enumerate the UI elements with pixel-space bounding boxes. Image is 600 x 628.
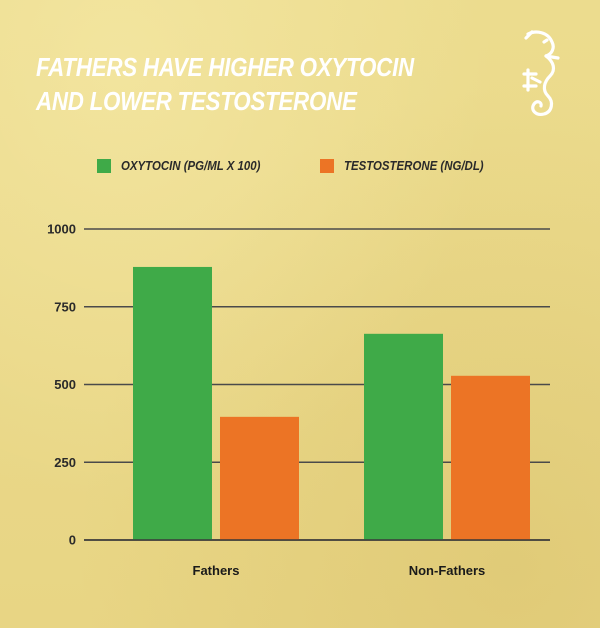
legend-swatch-testosterone — [319, 158, 334, 173]
bar-testosterone-non-fathers — [451, 375, 530, 540]
legend-label-oxytocin: OXYTOCIN (PG/ML X 100) — [121, 158, 261, 173]
legend-label-testosterone: TESTOSTERONE (NG/DL) — [343, 158, 484, 173]
y-tick-label: 1000 — [47, 222, 76, 237]
y-tick-label: 0 — [69, 533, 76, 548]
title-line-1: FATHERS HAVE HIGHER OXYTOCIN — [36, 52, 414, 82]
bar-oxytocin-fathers — [133, 266, 212, 540]
title-line-2: AND LOWER TESTOSTERONE — [36, 86, 357, 116]
x-category-label: Fathers — [193, 563, 240, 578]
chart-title: FATHERS HAVE HIGHER OXYTOCIN AND LOWER T… — [36, 50, 440, 118]
bar-oxytocin-non-fathers — [364, 333, 443, 540]
legend-item-oxytocin: OXYTOCIN (PG/ML X 100) — [97, 158, 279, 173]
x-category-label: Non-Fathers — [409, 563, 486, 578]
seahorse-logo-icon — [522, 30, 560, 116]
y-tick-label: 250 — [54, 455, 76, 470]
legend-item-testosterone: TESTOSTERONE (NG/DL) — [319, 158, 503, 173]
legend-swatch-oxytocin — [97, 158, 112, 173]
chart-legend: OXYTOCIN (PG/ML X 100) TESTOSTERONE (NG/… — [0, 158, 600, 173]
bar-testosterone-fathers — [220, 416, 299, 540]
y-tick-label: 750 — [54, 299, 76, 314]
y-tick-label: 500 — [54, 377, 76, 392]
